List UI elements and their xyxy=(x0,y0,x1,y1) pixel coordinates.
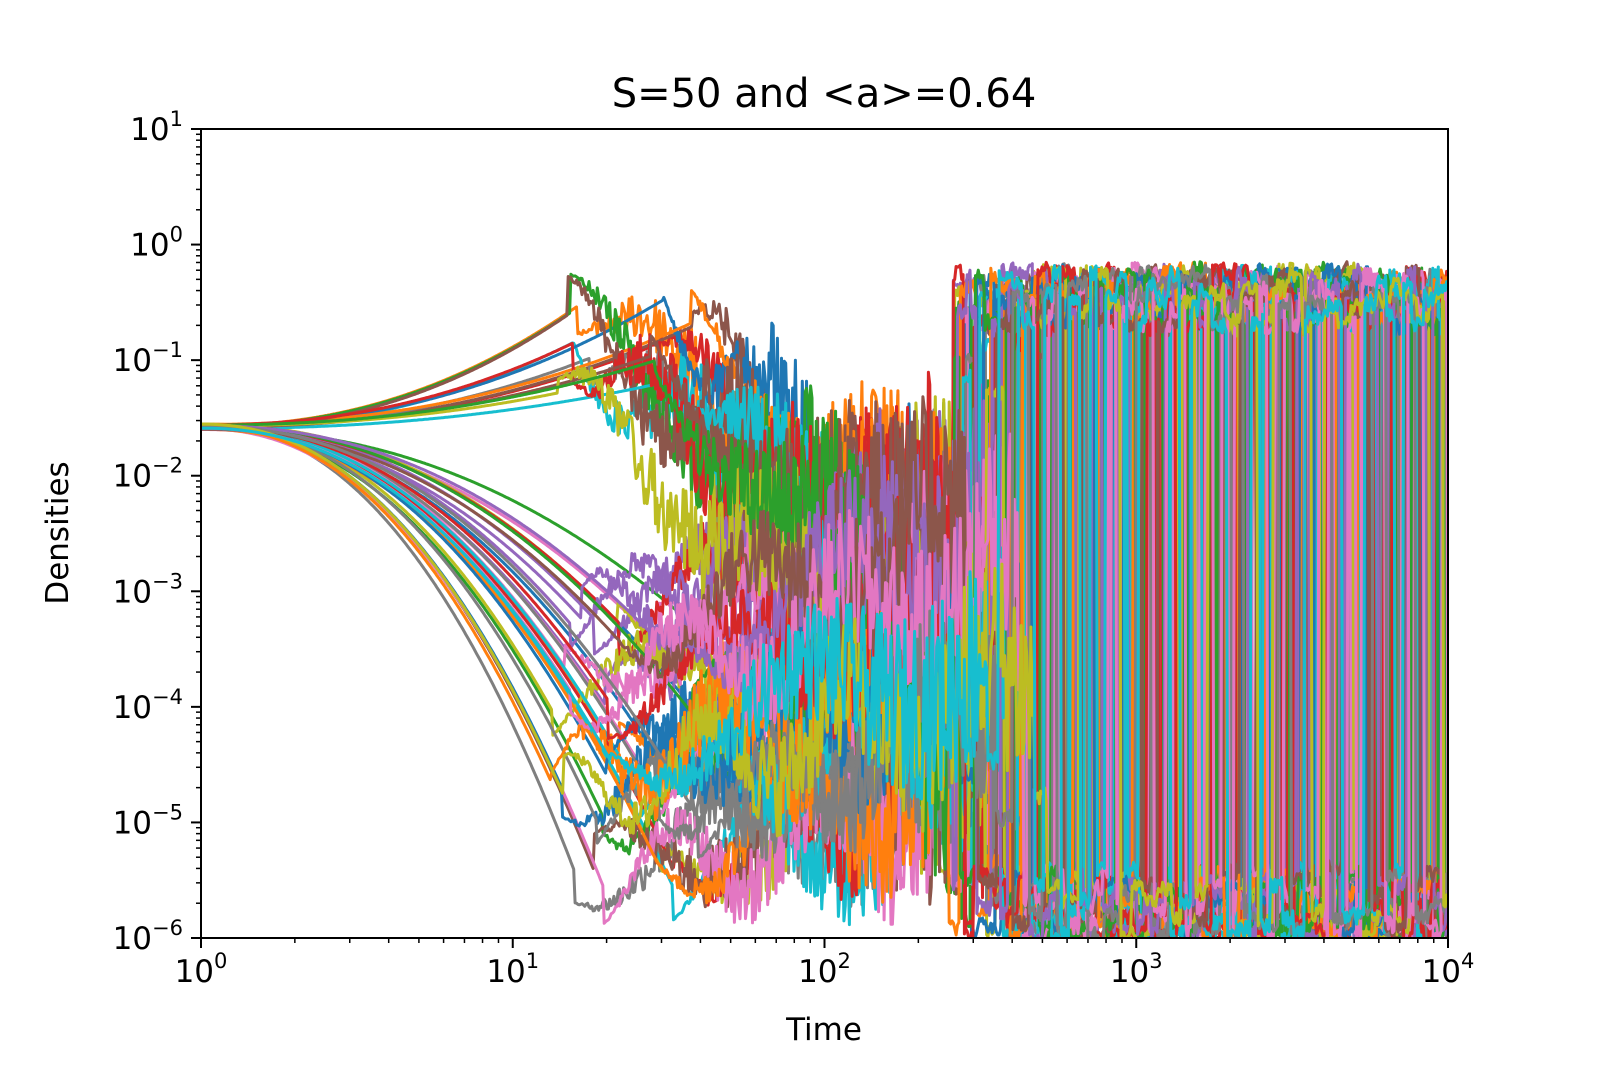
y-tick-label: 10−3 xyxy=(113,569,183,610)
series-layer xyxy=(201,260,1448,938)
y-tick-label: 10−5 xyxy=(113,800,183,841)
y-tick-label: 10−1 xyxy=(113,338,183,379)
series-line xyxy=(201,265,1448,938)
y-tick-label: 10−2 xyxy=(113,454,183,495)
chart-title: S=50 and <a>=0.64 xyxy=(612,71,1037,117)
x-axis: 100 101 102 103 104 xyxy=(175,938,1475,990)
x-tick-label: 103 xyxy=(1110,949,1163,990)
x-axis-label: Time xyxy=(785,1012,862,1048)
x-tick-label: 104 xyxy=(1422,949,1475,990)
y-tick-label: 101 xyxy=(130,107,183,148)
y-axis: 101 100 10−1 10−2 10−3 10−4 10−5 10−6 xyxy=(113,107,201,957)
x-tick-label: 100 xyxy=(175,949,228,990)
y-tick-label: 100 xyxy=(130,223,183,264)
y-axis-label: Densities xyxy=(40,461,76,604)
y-tick-label: 10−4 xyxy=(113,685,183,726)
x-tick-label: 101 xyxy=(486,949,539,990)
series-line xyxy=(201,264,1448,938)
y-tick-label: 10−6 xyxy=(113,916,183,957)
x-tick-label: 102 xyxy=(798,949,851,990)
